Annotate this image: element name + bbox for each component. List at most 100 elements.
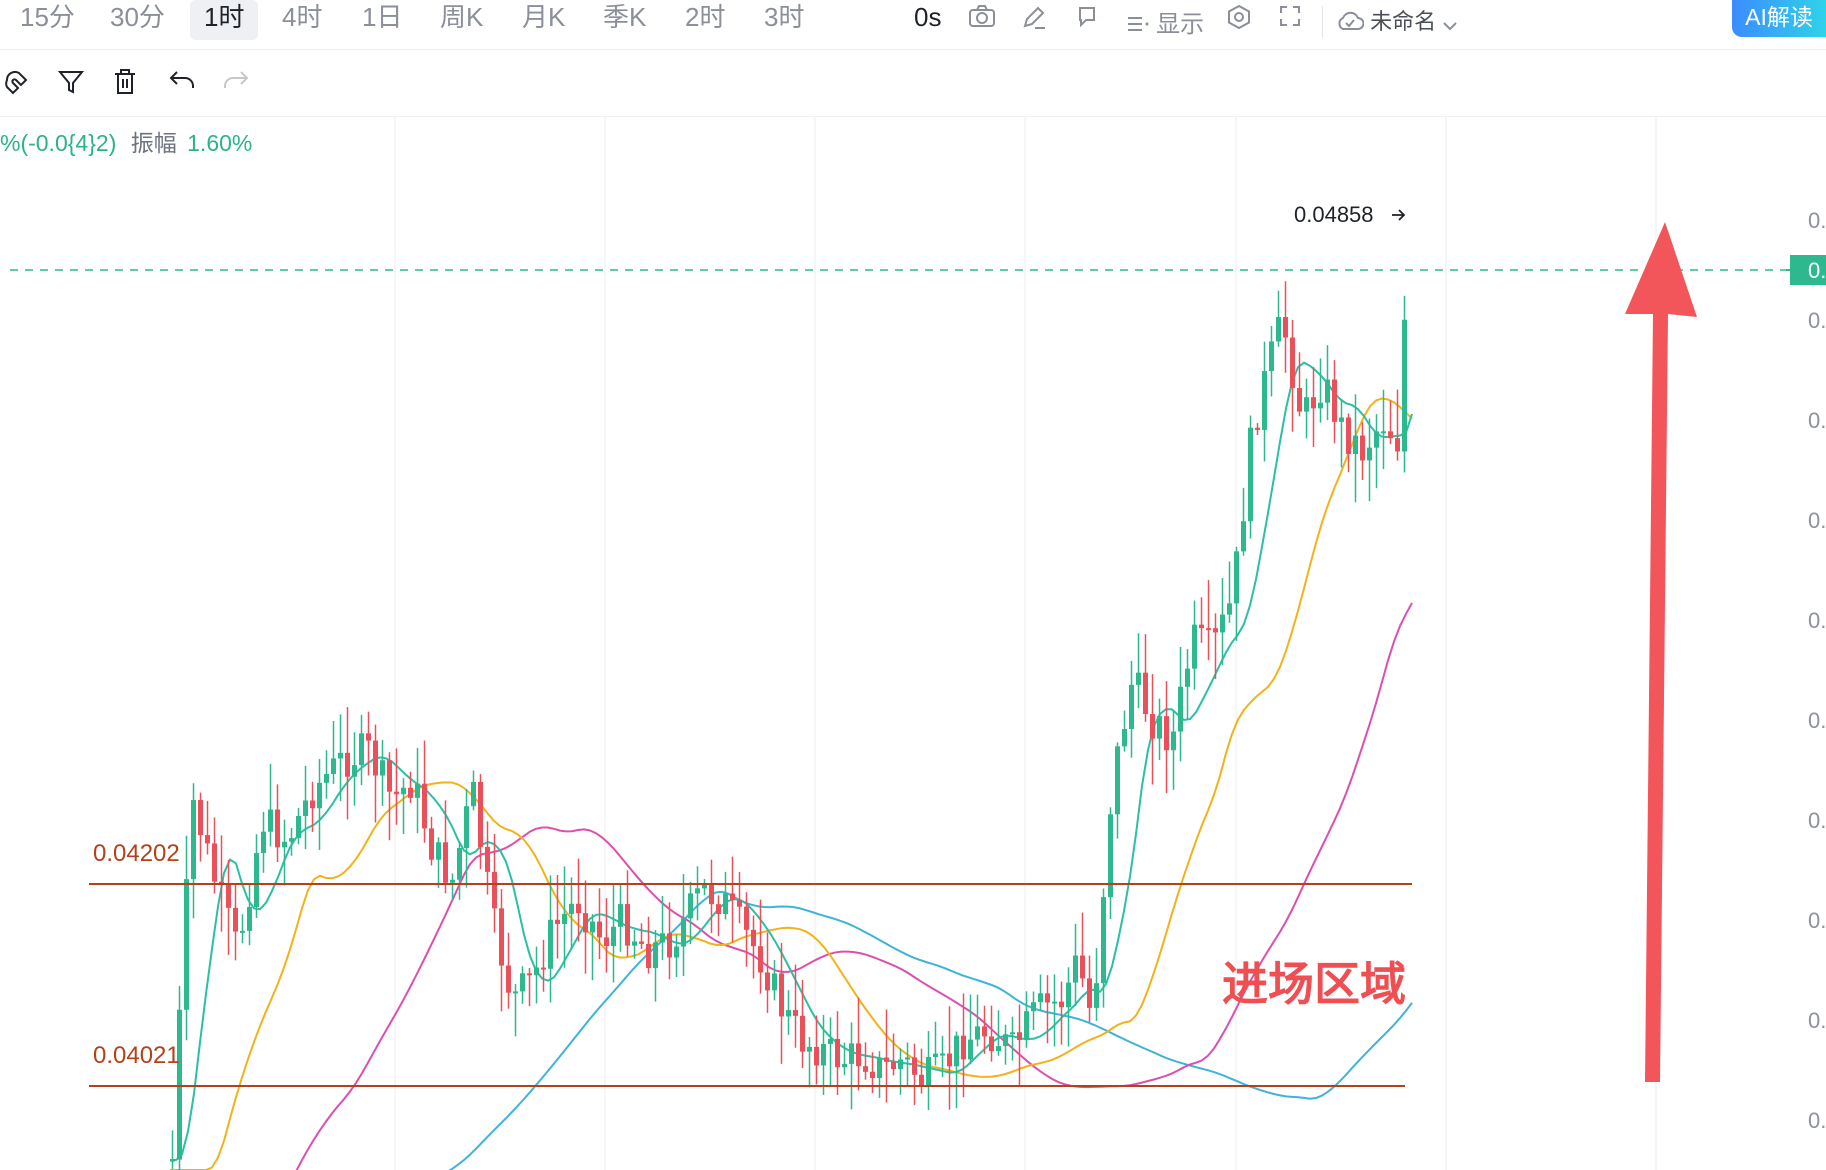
candle [233, 884, 238, 961]
entry-zone-label: 进场区域 [1222, 958, 1406, 1010]
tf-month[interactable]: 月K [522, 2, 566, 32]
redo-icon[interactable] [222, 68, 250, 99]
magnet-icon[interactable] [4, 68, 30, 101]
candle [1283, 281, 1288, 373]
candle [1185, 649, 1190, 720]
candle [177, 985, 182, 1170]
candle [681, 874, 686, 977]
candle [765, 932, 770, 1013]
candle [422, 740, 427, 843]
fullscreen-icon[interactable] [1278, 4, 1302, 34]
candle [1031, 991, 1036, 1030]
candle [450, 873, 455, 900]
ma-slow-line [295, 602, 1413, 1170]
candle [1066, 967, 1071, 1047]
layout-selector[interactable]: 未命名 [1336, 4, 1458, 38]
candle [1227, 561, 1232, 623]
candle [1038, 974, 1043, 1011]
ai-interpret-button[interactable]: AI解读 [1732, 0, 1826, 37]
candle [996, 1010, 1001, 1056]
candle [674, 934, 679, 977]
candle [695, 866, 700, 921]
candle [1017, 1004, 1022, 1087]
candle [366, 711, 371, 776]
candle [933, 1021, 938, 1066]
candle [1374, 414, 1379, 489]
candle [254, 834, 259, 918]
change-value: %(-0.0{4}2) [0, 130, 117, 156]
candle [926, 1031, 931, 1111]
candle [849, 1022, 854, 1110]
candle [709, 859, 714, 934]
trash-icon[interactable] [113, 68, 137, 101]
candle [1115, 742, 1120, 839]
candle [324, 750, 329, 799]
current-price-tag-label: 0. [1808, 258, 1826, 283]
price-axis-label: 0. [1808, 808, 1826, 833]
tf-4h[interactable]: 4时 [282, 2, 323, 32]
price-axis-label: 0. [1808, 508, 1826, 533]
price-axis: 0. 0. 0. 0. 0. 0. 0. 0. 0. 0. 0. [1786, 208, 1826, 1133]
pencil-icon[interactable] [1021, 4, 1047, 36]
candlestick-chart[interactable]: 0.04202 0.04021 进场区域 0.04858 0. 0. 0. 0.… [0, 116, 1826, 1170]
tf-1h[interactable]: 1时 [190, 0, 259, 40]
candle [436, 837, 441, 888]
candle [261, 811, 266, 873]
up-arrow-annotation [1625, 222, 1697, 1082]
display-menu[interactable]: 显示 [1126, 4, 1204, 41]
candle [828, 1017, 833, 1086]
candle [198, 792, 203, 862]
tf-week[interactable]: 周K [440, 2, 484, 32]
candle [548, 875, 553, 1003]
candle [1052, 974, 1057, 1047]
tf-30m[interactable]: 30分 [110, 2, 165, 32]
candle [289, 827, 294, 856]
price-axis-label: 0. [1808, 908, 1826, 933]
candle [352, 732, 357, 806]
tf-1d[interactable]: 1日 [362, 2, 403, 32]
price-axis-label: 0. [1808, 608, 1826, 633]
candle [191, 783, 196, 919]
candle [1255, 423, 1260, 435]
candle [884, 1009, 889, 1103]
candle [443, 800, 448, 894]
candle [1101, 888, 1106, 1008]
candle [905, 1042, 910, 1087]
candle [1325, 345, 1330, 421]
candle [373, 724, 378, 823]
template-icon[interactable] [1074, 4, 1100, 36]
undo-icon[interactable] [168, 68, 196, 99]
candle [345, 707, 350, 820]
candle [891, 1033, 896, 1076]
tf-2h[interactable]: 2时 [685, 2, 726, 32]
candle [1297, 352, 1302, 417]
candle [814, 1015, 819, 1085]
candle [947, 1006, 952, 1110]
settings-hex-icon[interactable] [1226, 4, 1252, 36]
list-icon [1128, 17, 1149, 31]
camera-icon[interactable] [968, 4, 996, 36]
candle [471, 770, 476, 811]
candle [226, 860, 231, 955]
tf-15m[interactable]: 15分 [20, 2, 75, 32]
candle [1122, 710, 1127, 752]
candle [737, 871, 742, 924]
candle [415, 747, 420, 834]
timeframe-toolbar: 15分 30分 1时 4时 1日 周K 月K 季K 2时 3时 0s 显示 未命… [0, 0, 1826, 50]
candle [912, 1043, 917, 1106]
candle [534, 946, 539, 1004]
filter-icon[interactable] [57, 68, 85, 101]
candle [1381, 389, 1386, 470]
tf-3h[interactable]: 3时 [764, 2, 805, 32]
candle [772, 959, 777, 1001]
candle [1045, 975, 1050, 1044]
candle [954, 1031, 959, 1109]
candle [1171, 710, 1176, 790]
candle [1395, 389, 1400, 461]
candle [1318, 358, 1323, 423]
candle [282, 819, 287, 886]
candle [1269, 326, 1274, 397]
tf-quarter[interactable]: 季K [603, 2, 647, 32]
candle [1304, 378, 1309, 439]
ma-mid-line [170, 397, 1413, 1170]
